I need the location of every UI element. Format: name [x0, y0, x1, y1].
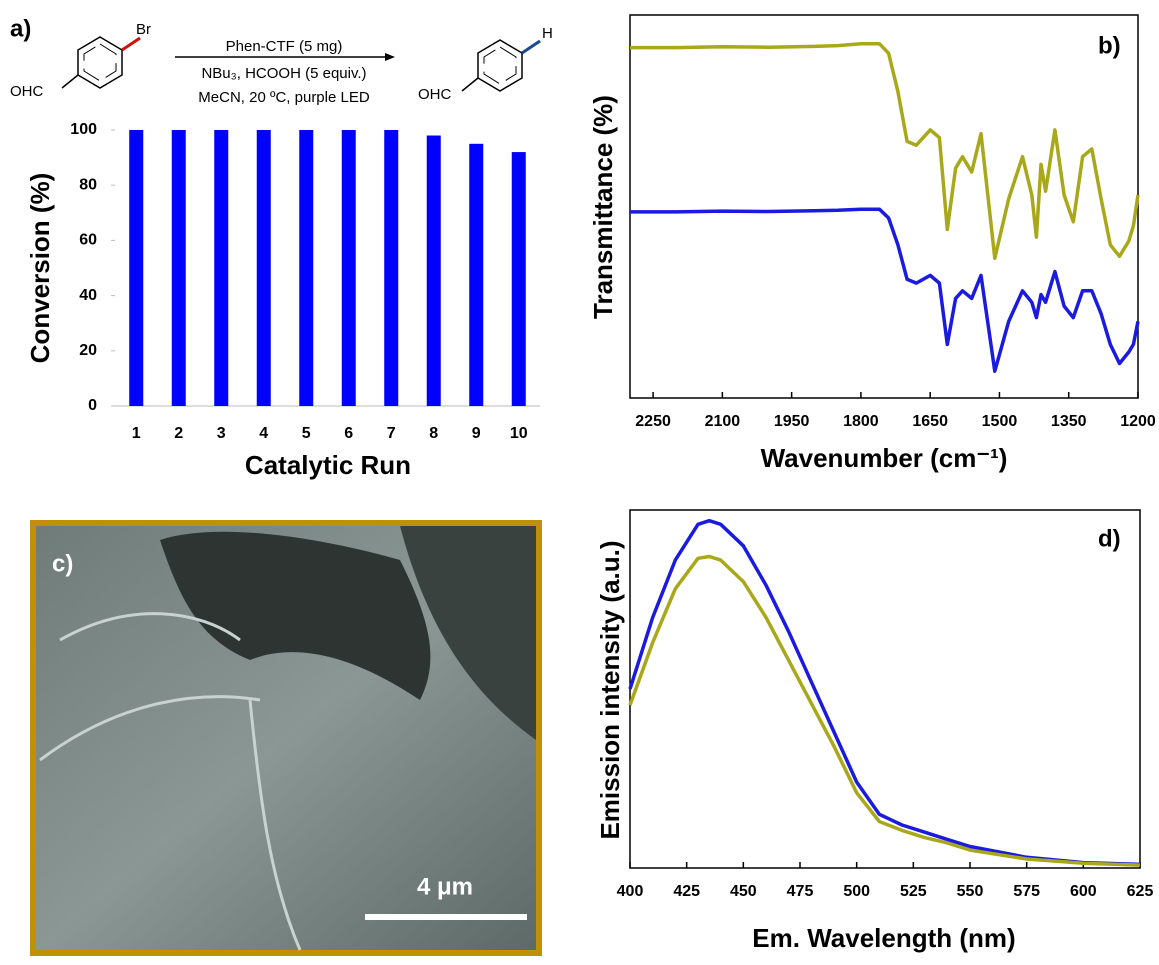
x-tick-label: 1 [132, 425, 141, 442]
x-axis-label: Em. Wavelength (nm) [752, 923, 1015, 953]
scale-label: 4 μm [417, 873, 473, 900]
figure: a) Br OHC Phen-CTF (5 mg) NBu₃, HCOOH (5… [0, 0, 1159, 960]
y-tick-label: 100 [70, 121, 97, 138]
x-tick-label: 550 [957, 883, 984, 900]
y-tick-label: 40 [79, 287, 97, 304]
x-tick-label: 3 [217, 425, 226, 442]
bond [62, 75, 78, 88]
x-tick-label: 10 [510, 425, 528, 442]
y-axis-label: Conversion (%) [25, 173, 55, 364]
ring-inner [84, 44, 116, 81]
panel-label: c) [52, 550, 73, 577]
x-tick-label: 1650 [912, 413, 948, 430]
condition: MeCN, 20 ºC, purple LED [198, 89, 370, 106]
bar [214, 130, 228, 406]
bond [122, 38, 140, 50]
x-tick-label: 500 [843, 883, 870, 900]
bar [384, 130, 398, 406]
ring [478, 40, 522, 91]
group: OHC [418, 86, 452, 103]
series-line [630, 44, 1138, 259]
x-tick-label: 1350 [1051, 413, 1087, 430]
plot-frame [630, 510, 1140, 868]
x-tick-label: 575 [1013, 883, 1040, 900]
condition: NBu₃, HCOOH (5 equiv.) [201, 65, 366, 82]
x-tick-label: 9 [472, 425, 481, 442]
x-tick-label: 5 [302, 425, 311, 442]
bar [257, 130, 271, 406]
x-tick-label: 4 [259, 425, 268, 442]
x-tick-label: 8 [429, 425, 438, 442]
x-tick-label: 6 [344, 425, 353, 442]
y-tick-label: 80 [79, 176, 97, 193]
substituent: H [542, 25, 553, 42]
group: OHC [10, 83, 44, 100]
x-tick-label: 600 [1070, 883, 1097, 900]
x-tick-label: 2250 [635, 413, 671, 430]
x-tick-label: 1800 [843, 413, 879, 430]
x-tick-label: 2 [174, 425, 183, 442]
bar [469, 144, 483, 406]
ring [78, 37, 122, 88]
x-tick-label: 7 [387, 425, 396, 442]
x-tick-label: 450 [730, 883, 757, 900]
bar [129, 130, 143, 406]
bond [462, 78, 478, 91]
bar [172, 130, 186, 406]
series-line [630, 209, 1138, 371]
condition: Phen-CTF (5 mg) [226, 38, 343, 55]
x-tick-label: 525 [900, 883, 927, 900]
x-axis-label: Wavenumber (cm⁻¹) [761, 443, 1008, 473]
x-tick-label: 1950 [774, 413, 810, 430]
x-axis-label: Catalytic Run [245, 450, 411, 480]
panel-label: a) [10, 15, 31, 42]
series-line [630, 521, 1140, 865]
bar [427, 136, 441, 406]
ring-inner [484, 47, 516, 84]
bond [522, 41, 540, 53]
y-tick-label: 0 [88, 397, 97, 414]
page: a) Br OHC Phen-CTF (5 mg) NBu₃, HCOOH (5… [0, 0, 1159, 965]
arrow-head [385, 53, 395, 61]
y-axis-label: Emission intensity (a.u.) [595, 540, 625, 839]
bar [512, 152, 526, 406]
panel-label: d) [1098, 525, 1121, 552]
x-tick-label: 1200 [1120, 413, 1156, 430]
y-tick-label: 20 [79, 342, 97, 359]
substituent: Br [136, 21, 151, 38]
x-tick-label: 400 [617, 883, 644, 900]
y-axis-label: Transmittance (%) [588, 95, 618, 319]
x-tick-label: 625 [1127, 883, 1154, 900]
x-tick-label: 425 [673, 883, 700, 900]
x-tick-label: 1500 [982, 413, 1018, 430]
x-tick-label: 475 [787, 883, 814, 900]
plot-frame [630, 15, 1138, 398]
y-tick-label: 60 [79, 232, 97, 249]
panel-label: b) [1098, 32, 1121, 59]
x-tick-label: 2100 [705, 413, 741, 430]
bar [299, 130, 313, 406]
bar [342, 130, 356, 406]
